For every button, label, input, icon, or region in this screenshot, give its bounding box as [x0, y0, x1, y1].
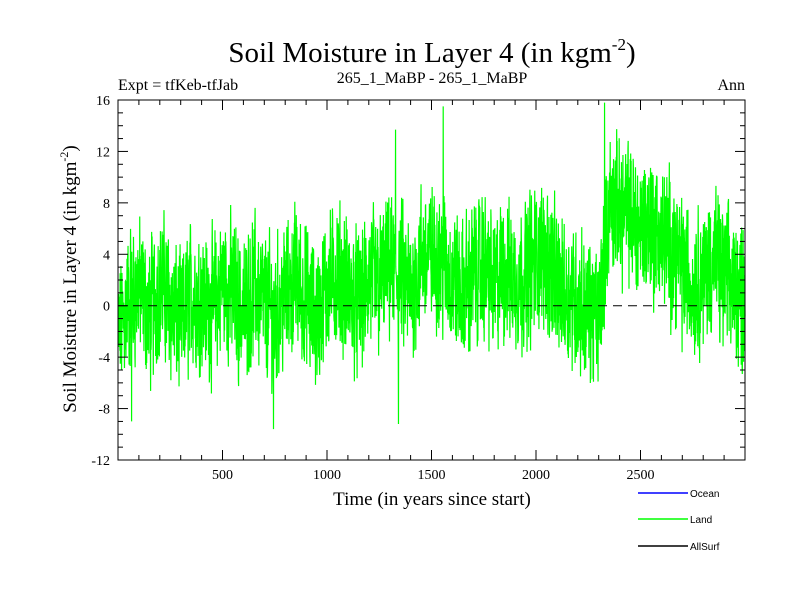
y-tick-label: 4: [103, 248, 110, 263]
land-series-line: [117, 102, 746, 430]
x-tick-label: 1000: [313, 468, 341, 483]
y-axis-label: Soil Moisture in Layer 4 (in kgm-2): [57, 145, 81, 413]
y-tick-label: 8: [103, 197, 110, 212]
legend-land-label: Land: [690, 515, 712, 526]
y-tick-label: 16: [96, 94, 110, 109]
x-tick-label: 2000: [522, 468, 550, 483]
y-tick-label: 12: [96, 145, 110, 160]
y-tick-label: -12: [91, 454, 110, 469]
y-tick-label: -8: [98, 403, 110, 418]
y-tick-label: 0: [103, 300, 110, 315]
comparison-label: 265_1_MaBP - 265_1_MaBP: [337, 70, 528, 87]
experiment-label: Expt = tfKeb-tfJab: [118, 77, 238, 94]
legend: Ocean Land AllSurf: [638, 489, 720, 553]
legend-ocean-label: Ocean: [690, 489, 719, 500]
chart-title: Soil Moisture in Layer 4 (in kgm-2): [228, 35, 635, 69]
x-axis-label: Time (in years since start): [333, 489, 531, 510]
x-tick-label: 1500: [418, 468, 446, 483]
legend-allsurf-label: AllSurf: [690, 542, 720, 553]
x-tick-label: 500: [212, 468, 233, 483]
x-tick-label: 2500: [627, 468, 655, 483]
y-tick-label: -4: [98, 351, 110, 366]
season-label: Ann: [717, 77, 745, 94]
plot-area: -12 -8 -4 0 4 8 12 16 500 1000 1500 2000 2500: [91, 94, 746, 483]
